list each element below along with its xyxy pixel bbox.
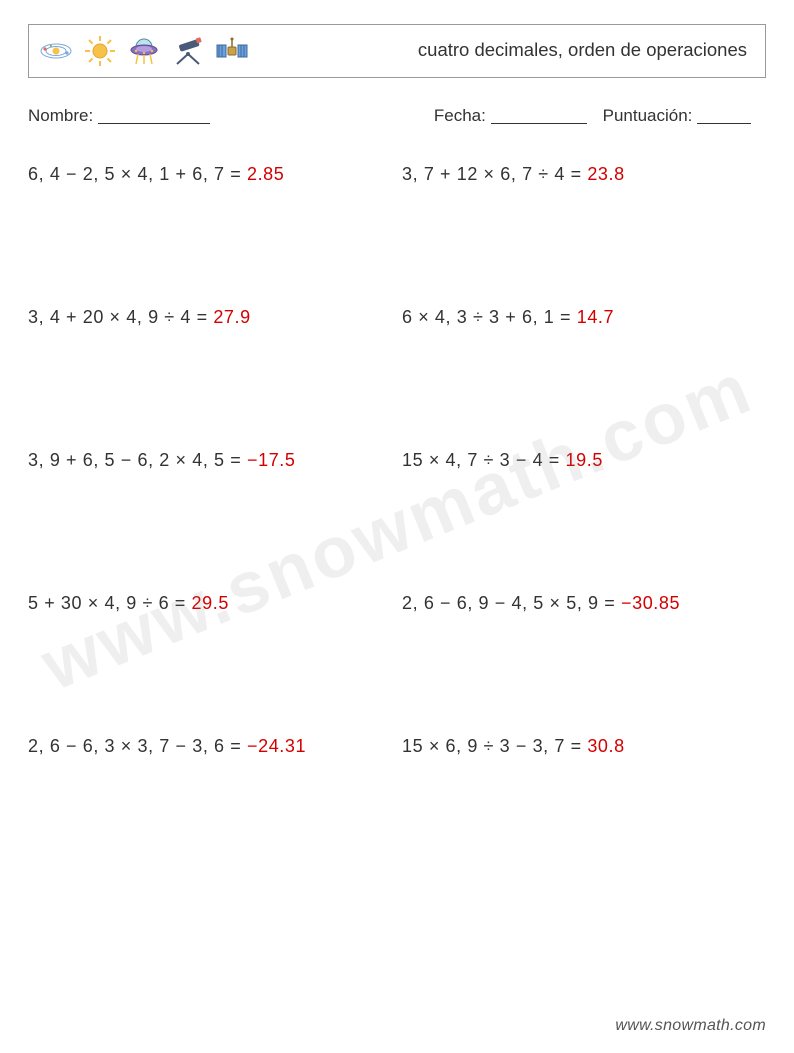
- problem: 2, 6 − 6, 9 − 4, 5 × 5, 9 = −30.85: [402, 593, 766, 614]
- telescope-icon: [171, 34, 205, 68]
- expression: 2, 6 − 6, 9 − 4, 5 × 5, 9 =: [402, 593, 615, 613]
- expression: 3, 9 + 6, 5 − 6, 2 × 4, 5 =: [28, 450, 241, 470]
- expression: 6 × 4, 3 ÷ 3 + 6, 1 =: [402, 307, 571, 327]
- problem: 3, 4 + 20 × 4, 9 ÷ 4 = 27.9: [28, 307, 392, 328]
- expression: 2, 6 − 6, 3 × 3, 7 − 3, 6 =: [28, 736, 241, 756]
- date-underline: [491, 107, 587, 124]
- expression: 15 × 6, 9 ÷ 3 − 3, 7 =: [402, 736, 582, 756]
- sun-icon: [83, 34, 117, 68]
- problem: 6, 4 − 2, 5 × 4, 1 + 6, 7 = 2.85: [28, 164, 392, 185]
- header-icons: [39, 34, 249, 68]
- date-label: Fecha:: [434, 106, 486, 125]
- name-underline: [98, 107, 210, 124]
- problem: 15 × 6, 9 ÷ 3 − 3, 7 = 30.8: [402, 736, 766, 757]
- expression: 3, 4 + 20 × 4, 9 ÷ 4 =: [28, 307, 208, 327]
- answer: 30.8: [587, 736, 624, 756]
- score-field: Puntuación:: [603, 104, 752, 126]
- answer: −17.5: [247, 450, 296, 470]
- expression: 5 + 30 × 4, 9 ÷ 6 =: [28, 593, 186, 613]
- date-field: Fecha:: [434, 104, 587, 126]
- answer: 14.7: [577, 307, 614, 327]
- problems-grid: 6, 4 − 2, 5 × 4, 1 + 6, 7 = 2.85 3, 7 + …: [28, 164, 766, 757]
- problem: 3, 9 + 6, 5 − 6, 2 × 4, 5 = −17.5: [28, 450, 392, 471]
- answer: 19.5: [566, 450, 603, 470]
- answer: 2.85: [247, 164, 284, 184]
- problem: 2, 6 − 6, 3 × 3, 7 − 3, 6 = −24.31: [28, 736, 392, 757]
- solar-system-icon: [39, 34, 73, 68]
- meta-row: Nombre: Fecha: Puntuación:: [28, 104, 766, 126]
- problem: 3, 7 + 12 × 6, 7 ÷ 4 = 23.8: [402, 164, 766, 185]
- answer: −30.85: [621, 593, 680, 613]
- score-label: Puntuación:: [603, 106, 693, 125]
- ufo-icon: [127, 34, 161, 68]
- name-field: Nombre:: [28, 104, 434, 126]
- worksheet-title: cuatro decimales, orden de operaciones: [418, 39, 747, 61]
- answer: 29.5: [192, 593, 229, 613]
- problem: 15 × 4, 7 ÷ 3 − 4 = 19.5: [402, 450, 766, 471]
- problem: 5 + 30 × 4, 9 ÷ 6 = 29.5: [28, 593, 392, 614]
- expression: 6, 4 − 2, 5 × 4, 1 + 6, 7 =: [28, 164, 241, 184]
- expression: 15 × 4, 7 ÷ 3 − 4 =: [402, 450, 560, 470]
- score-underline: [697, 107, 751, 124]
- footer-url: www.snowmath.com: [615, 1017, 766, 1035]
- answer: −24.31: [247, 736, 306, 756]
- satellite-icon: [215, 34, 249, 68]
- answer: 27.9: [213, 307, 250, 327]
- answer: 23.8: [587, 164, 624, 184]
- expression: 3, 7 + 12 × 6, 7 ÷ 4 =: [402, 164, 582, 184]
- problem: 6 × 4, 3 ÷ 3 + 6, 1 = 14.7: [402, 307, 766, 328]
- header-box: cuatro decimales, orden de operaciones: [28, 24, 766, 78]
- name-label: Nombre:: [28, 106, 93, 125]
